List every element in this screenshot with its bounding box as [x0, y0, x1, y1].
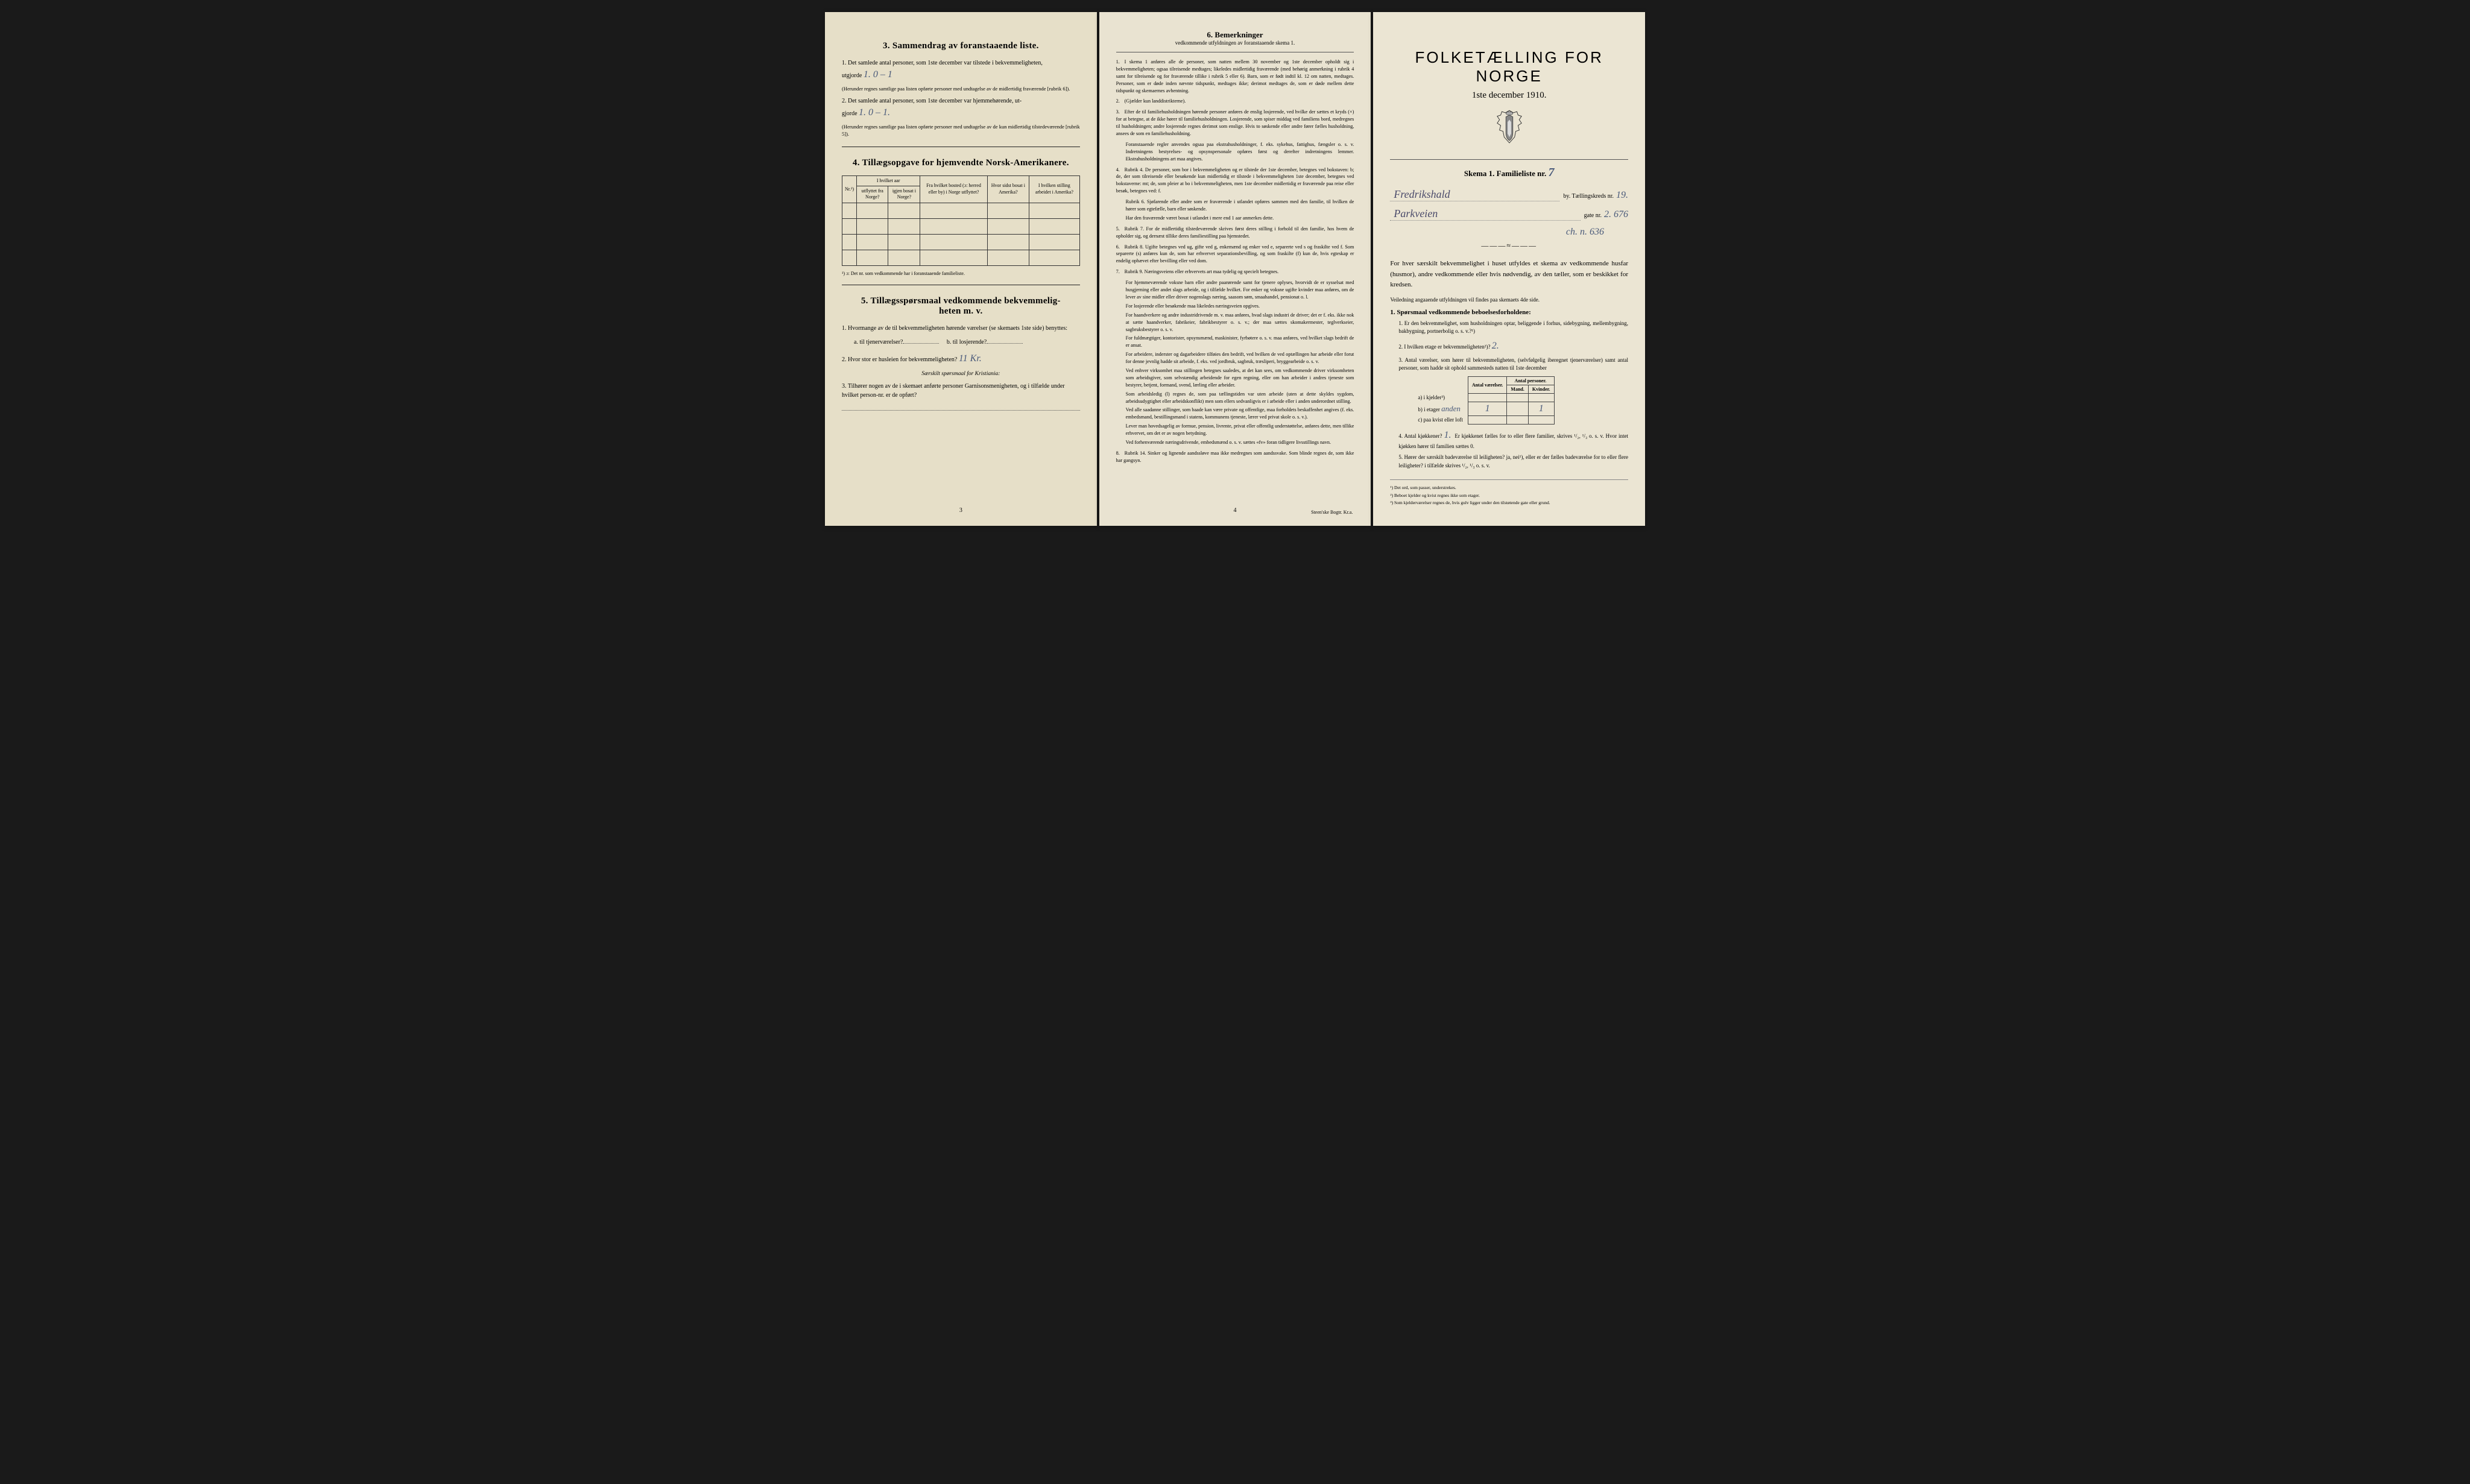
remark-item: For haandverkere og andre industridriven… [1126, 312, 1354, 333]
rooms-table: Antal værelser. Antal personer. Mand. Kv… [1414, 376, 1554, 425]
sec4-footnote: ¹) ɔ: Det nr. som vedkommende har i fora… [842, 271, 1080, 276]
coat-of-arms-icon [1390, 109, 1628, 148]
remark-item: Rubrik 6. Sjøfarende eller andre som er … [1126, 198, 1354, 213]
remarks-subtitle: vedkommende utfyldningen av foranstaaend… [1116, 40, 1354, 46]
section5-title: 5. Tillægsspørsmaal vedkommende bekvemme… [842, 296, 1080, 317]
remark-item: 6.Rubrik 8. Ugifte betegnes ved ug, gift… [1116, 244, 1354, 265]
remark-item: Lever man hovedsagelig av formue, pensio… [1126, 423, 1354, 437]
q-section-title: 1. Spørsmaal vedkommende beboelsesforhol… [1390, 309, 1628, 316]
footnote-definitions: ¹) Det ord, som passer, understrekes. ²)… [1390, 479, 1628, 507]
sec3-item1: 1. Det samlede antal personer, som 1ste … [842, 58, 1080, 82]
remark-item: 7.Rubrik 9. Næringsveiens eller erhverve… [1116, 268, 1354, 276]
by-line: Fredrikshald by. Tællingskreds nr. 19. [1390, 188, 1628, 201]
veiledning: Veiledning angaaende utfyldningen vil fi… [1390, 297, 1628, 303]
page-left: 3. Sammendrag av foranstaaende liste. 1.… [825, 12, 1097, 526]
page-center: 6. Bemerkninger vedkommende utfyldningen… [1099, 12, 1371, 526]
sec5-item1ab: a. til tjenerværelser? b. til losjerende… [854, 338, 1080, 347]
remark-item: Ved forhenværende næringsdrivende, embed… [1126, 439, 1354, 446]
remark-item: 2.(Gjælder kun landdistrikterne). [1116, 98, 1354, 105]
intro-para: For hver særskilt bekvemmelighet i huset… [1390, 259, 1628, 291]
page-right-cover: FOLKETÆLLING FOR NORGE 1ste december 191… [1373, 12, 1645, 526]
table-row: c) paa kvist eller loft [1414, 415, 1554, 424]
sec3-item2: 2. Det samlede antal personer, som 1ste … [842, 96, 1080, 120]
page-number: 4 [1234, 507, 1237, 514]
remark-item: For losjerende eller besøkende maa likel… [1126, 303, 1354, 310]
table-row: b) i etager anden 1 1 [1414, 402, 1554, 415]
sub-title: 1ste december 1910. [1390, 90, 1628, 101]
document-tri-fold: 3. Sammendrag av foranstaaende liste. 1.… [825, 12, 1645, 526]
section4-title: 4. Tillægsopgave for hjemvendte Norsk-Am… [842, 158, 1080, 168]
q1: 1. Er den bekvemmelighet, som husholdnin… [1398, 320, 1628, 336]
remark-item: 4.Rubrik 4. De personer, som bor i bekve… [1116, 166, 1354, 195]
sec5-item1: 1. Hvormange av de til bekvemmeligheten … [842, 324, 1080, 333]
sec5-kristiania: Særskilt spørsmaal for Kristiania: [842, 371, 1080, 377]
remarks-list: 1.I skema 1 anføres alle de personer, so… [1116, 58, 1354, 464]
table-row: a) i kjelder³) [1414, 393, 1554, 402]
remark-item: Ved alle saadanne stillinger, som baade … [1126, 406, 1354, 421]
printer-mark: Steen'ske Bogtr. Kr.a. [1311, 510, 1353, 515]
remark-item: For fuldmægtiger, kontorister, opsynsmæn… [1126, 335, 1354, 349]
section4-table: Nr.¹) I hvilket aar Fra hvilket bosted (… [842, 175, 1080, 266]
section3-title: 3. Sammendrag av foranstaaende liste. [842, 41, 1080, 51]
remark-item: Har den fraværende været bosat i utlande… [1126, 215, 1354, 222]
sec3-item1-hw: 1. 0 – 1 [864, 69, 892, 80]
q2: 2. I hvilken etage er bekvemmeligheten²)… [1398, 339, 1628, 353]
page-number: 3 [959, 507, 962, 514]
sec5-item3: 3. Tilhører nogen av de i skemaet anført… [842, 382, 1080, 400]
main-title: FOLKETÆLLING FOR NORGE [1390, 48, 1628, 86]
sec5-item2: 2. Hvor stor er husleien for bekvemmelig… [842, 352, 1080, 366]
remark-item: Ved enhver virksomhet maa stillingen bet… [1126, 367, 1354, 389]
extra-ref: ch. n. 636 [1390, 227, 1604, 238]
remark-item: Foranstaaende regler anvendes ogsaa paa … [1126, 141, 1354, 163]
q5: 5. Hører der særskilt badeværelse til le… [1398, 453, 1628, 470]
remark-item: For arbeidere, inderster og dagarbeidere… [1126, 351, 1354, 365]
ornament: ———≈——— [1390, 241, 1628, 250]
remark-item: Som arbeidsledig (l) regnes de, som paa … [1126, 391, 1354, 405]
q4: 4. Antal kjøkkener? 1. Er kjøkkenet fæll… [1398, 428, 1628, 451]
remark-item: 3.Efter de til familiehusholdningen høre… [1116, 109, 1354, 137]
q3: 3. Antal værelser, som hører til bekvemm… [1398, 356, 1628, 373]
skema-line: Skema 1. Familieliste nr. 7 [1390, 166, 1628, 180]
remark-item: For hjemmeværende voksne barn eller andr… [1126, 279, 1354, 301]
sec3-item2-note: (Herunder regnes samtlige paa listen opf… [842, 124, 1080, 138]
remark-item: 5.Rubrik 7. For de midlertidig tilstedev… [1116, 226, 1354, 240]
gate-line: Parkveien gate nr. 2. 676 [1390, 207, 1628, 221]
sec3-item2-hw: 1. 0 – 1. [859, 107, 890, 118]
remark-item: 1.I skema 1 anføres alle de personer, so… [1116, 58, 1354, 94]
sec3-item1-note: (Herunder regnes samtlige paa listen opf… [842, 86, 1080, 93]
remark-item: 8.Rubrik 14. Sinker og lignende aandsslø… [1116, 450, 1354, 464]
remarks-title: 6. Bemerkninger [1116, 30, 1354, 40]
